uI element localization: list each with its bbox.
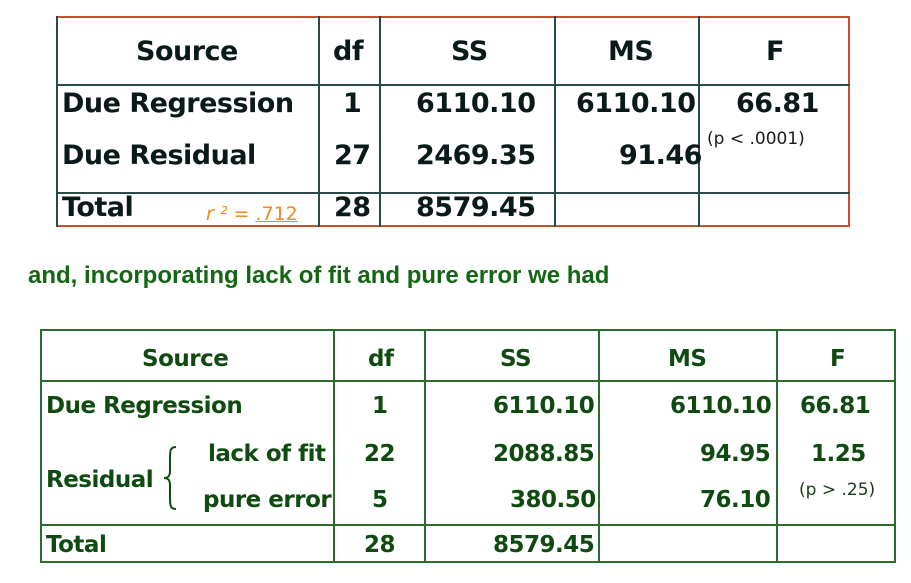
row-residual-pvalue: (p < .0001) xyxy=(707,129,805,149)
header-rule xyxy=(56,84,850,86)
row-pure-error-ss: 380.50 xyxy=(510,487,596,513)
row-residual-ss: 2469.35 xyxy=(416,140,536,171)
r-squared-prefix: r ² = xyxy=(206,203,256,225)
anova-table-simple: Source df SS MS F Due Regression 1 6110.… xyxy=(56,16,850,227)
curly-brace-icon xyxy=(163,446,177,510)
table-border-right xyxy=(848,16,850,227)
header-source: Source xyxy=(142,346,229,372)
row-total-df: 28 xyxy=(364,532,396,558)
row-regression-ss: 6110.10 xyxy=(493,393,595,419)
transition-text: and, incorporating lack of fit and pure … xyxy=(28,262,610,289)
row-total-source: Total xyxy=(46,532,107,558)
row-total-ss: 8579.45 xyxy=(416,192,536,223)
row-total-source: Total xyxy=(62,192,134,223)
table-border-top xyxy=(40,329,896,331)
row-residual-df: 27 xyxy=(334,140,371,171)
row-total-df: 28 xyxy=(334,192,371,223)
row-regression-ss: 6110.10 xyxy=(416,88,536,119)
table-border-left xyxy=(56,16,58,227)
r-squared-value: .712 xyxy=(255,203,298,225)
col-rule-3 xyxy=(554,16,556,227)
row-regression-f: 66.81 xyxy=(800,393,871,419)
row-lack-of-fit-source: lack of fit xyxy=(208,441,326,467)
row-residual-source: Due Residual xyxy=(62,140,256,171)
table-border-right xyxy=(894,329,896,563)
row-pure-error-pvalue: (p > .25) xyxy=(799,480,876,500)
row-regression-df: 1 xyxy=(372,393,388,419)
header-ms: MS xyxy=(608,36,654,67)
header-ss: SS xyxy=(451,36,488,67)
row-pure-error-df: 5 xyxy=(372,487,388,513)
col-rule-2 xyxy=(424,329,426,563)
col-rule-4 xyxy=(698,16,700,227)
table-border-bottom xyxy=(56,225,850,227)
col-rule-3 xyxy=(598,329,600,563)
row-lack-of-fit-ss: 2088.85 xyxy=(493,441,595,467)
row-lack-of-fit-ms: 94.95 xyxy=(700,441,771,467)
r-squared-label: r ² = .712 xyxy=(206,203,298,225)
row-regression-ms: 6110.10 xyxy=(670,393,772,419)
table-border-top xyxy=(56,16,850,18)
row-regression-ms: 6110.10 xyxy=(576,88,696,119)
total-rule xyxy=(40,524,896,526)
row-regression-f: 66.81 xyxy=(736,88,819,119)
row-total-ss: 8579.45 xyxy=(493,532,595,558)
row-lack-of-fit-df: 22 xyxy=(364,441,396,467)
row-pure-error-ms: 76.10 xyxy=(700,487,771,513)
col-rule-4 xyxy=(776,329,778,563)
header-rule xyxy=(40,380,896,382)
header-source: Source xyxy=(136,36,238,67)
row-regression-df: 1 xyxy=(343,88,362,119)
header-df: df xyxy=(368,346,394,372)
table-border-left xyxy=(40,329,42,563)
total-rule xyxy=(56,192,850,194)
header-f: F xyxy=(830,346,846,372)
col-rule-2 xyxy=(379,16,381,227)
header-ms: MS xyxy=(668,346,707,372)
row-residual-ms: 91.46 xyxy=(619,140,702,171)
header-ss: SS xyxy=(500,346,532,372)
table-border-bottom xyxy=(40,561,896,563)
col-rule-1 xyxy=(318,16,320,227)
anova-table-lack-of-fit: Source df SS MS F Due Regression 1 6110.… xyxy=(40,329,896,563)
col-rule-1 xyxy=(333,329,335,563)
row-regression-source: Due Regression xyxy=(46,393,243,419)
row-regression-source: Due Regression xyxy=(62,88,294,119)
row-pure-error-source: pure error xyxy=(203,487,332,513)
residual-group-label: Residual xyxy=(46,467,154,493)
row-lack-of-fit-f: 1.25 xyxy=(811,441,866,467)
header-df: df xyxy=(333,36,364,67)
header-f: F xyxy=(766,36,784,67)
